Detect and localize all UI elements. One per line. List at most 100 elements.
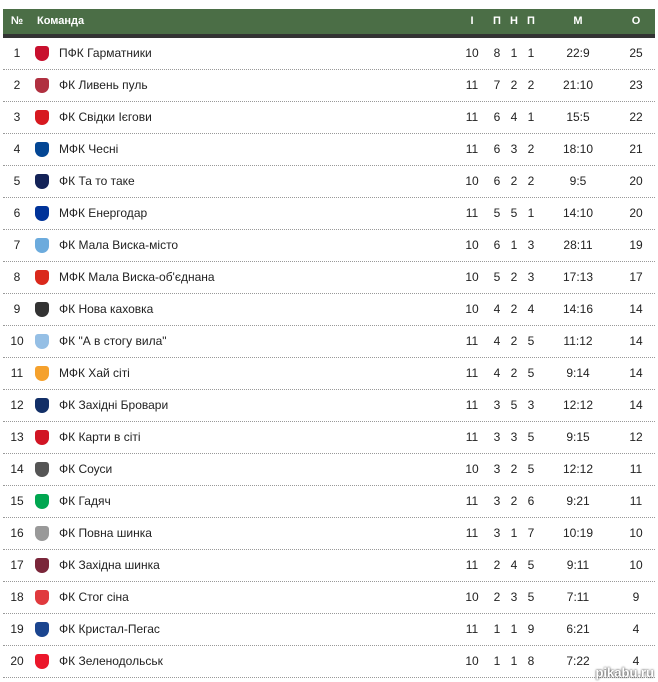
team-name-link[interactable]: ФК Зеленодольськ <box>59 654 163 668</box>
header-points: О <box>631 15 641 27</box>
team-name-link[interactable]: ФК Кристал-Пегас <box>59 622 160 636</box>
watermark: pikabu.ru <box>595 665 654 680</box>
position: 15 <box>10 494 24 508</box>
draws: 4 <box>510 110 518 124</box>
position: 6 <box>13 206 21 220</box>
team-crest-icon <box>35 366 49 381</box>
position: 20 <box>10 654 24 668</box>
team-crest-icon <box>35 110 49 125</box>
team-name-link[interactable]: ФК Стог сіна <box>59 590 129 604</box>
games: 10 <box>465 238 479 252</box>
points: 17 <box>629 270 643 284</box>
team-crest-icon <box>35 238 49 253</box>
position: 7 <box>13 238 21 252</box>
position: 18 <box>10 590 24 604</box>
games: 10 <box>465 270 479 284</box>
team-crest-icon <box>35 622 49 637</box>
losses: 4 <box>527 302 535 316</box>
team-name-link[interactable]: ФК Та то таке <box>59 174 135 188</box>
team-name-link[interactable]: ФК Свідки Ієгови <box>59 110 152 124</box>
goals: 21:10 <box>562 78 594 92</box>
goals: 22:9 <box>566 46 590 60</box>
table-row: 11 МФК Хай сіті 11 4 2 5 9:14 14 <box>3 358 655 390</box>
table-row: 20 ФК Зеленодольськ 10 1 1 8 7:22 4 <box>3 646 655 678</box>
points: 21 <box>629 142 643 156</box>
team-name-link[interactable]: ФК "А в стогу вила" <box>59 334 167 348</box>
points: 20 <box>629 206 643 220</box>
team-name-link[interactable]: ФК Повна шинка <box>59 526 152 540</box>
table-row: 5 ФК Та то таке 10 6 2 2 9:5 20 <box>3 166 655 198</box>
team-name-link[interactable]: ФК Нова каховка <box>59 302 154 316</box>
position: 3 <box>13 110 21 124</box>
wins: 3 <box>493 398 501 412</box>
goals: 12:12 <box>562 462 594 476</box>
team-name-link[interactable]: ФК Мала Виска-місто <box>59 238 179 252</box>
position: 12 <box>10 398 24 412</box>
losses: 1 <box>527 110 535 124</box>
team-crest-icon <box>35 142 49 157</box>
goals: 14:16 <box>562 302 594 316</box>
team-crest-icon <box>35 206 49 221</box>
games: 11 <box>465 78 479 92</box>
team-crest-icon <box>35 398 49 413</box>
team-name-link[interactable]: ФК Західна шинка <box>59 558 160 572</box>
table-row: 6 МФК Енергодар 11 5 5 1 14:10 20 <box>3 198 655 230</box>
points: 4 <box>632 654 640 668</box>
games: 11 <box>465 334 479 348</box>
draws: 3 <box>510 430 518 444</box>
position: 1 <box>13 46 21 60</box>
draws: 4 <box>510 558 518 572</box>
team-crest-icon <box>35 174 49 189</box>
wins: 8 <box>493 46 501 60</box>
games: 10 <box>465 462 479 476</box>
team-name-link[interactable]: МФК Хай сіті <box>59 366 130 380</box>
table-row: 16 ФК Повна шинка 11 3 1 7 10:19 10 <box>3 518 655 550</box>
draws: 5 <box>510 206 518 220</box>
losses: 2 <box>527 78 535 92</box>
position: 5 <box>13 174 21 188</box>
wins: 6 <box>493 142 501 156</box>
team-name-link[interactable]: ФК Гадяч <box>59 494 111 508</box>
draws: 2 <box>510 302 518 316</box>
losses: 5 <box>527 462 535 476</box>
losses: 6 <box>527 494 535 508</box>
team-name-link[interactable]: МФК Чесні <box>59 142 119 156</box>
table-row: 7 ФК Мала Виска-місто 10 6 1 3 28:11 19 <box>3 230 655 262</box>
goals: 9:5 <box>569 174 587 188</box>
position: 8 <box>13 270 21 284</box>
team-crest-icon <box>35 526 49 541</box>
wins: 3 <box>493 462 501 476</box>
wins: 2 <box>493 590 501 604</box>
losses: 5 <box>527 590 535 604</box>
wins: 5 <box>493 206 501 220</box>
losses: 3 <box>527 398 535 412</box>
team-name-link[interactable]: ФК Карти в сіті <box>59 430 141 444</box>
table-row: 13 ФК Карти в сіті 11 3 3 5 9:15 12 <box>3 422 655 454</box>
table-row: 14 ФК Соуси 10 3 2 5 12:12 11 <box>3 454 655 486</box>
team-crest-icon <box>35 462 49 477</box>
goals: 10:19 <box>562 526 594 540</box>
team-name-link[interactable]: ФК Західні Бровари <box>59 398 169 412</box>
points: 19 <box>629 238 643 252</box>
wins: 2 <box>493 558 501 572</box>
table-row: 2 ФК Ливень пуль 11 7 2 2 21:10 23 <box>3 70 655 102</box>
table-row: 10 ФК "А в стогу вила" 11 4 2 5 11:12 14 <box>3 326 655 358</box>
points: 14 <box>629 398 643 412</box>
goals: 9:11 <box>566 558 590 572</box>
header-draws: Н <box>510 15 518 27</box>
table-row: 15 ФК Гадяч 11 3 2 6 9:21 11 <box>3 486 655 518</box>
team-name-link[interactable]: ПФК Гарматники <box>59 46 152 60</box>
league-table: № Команда І П Н П М О 1 ПФК Гарматники 10 8… <box>3 9 655 678</box>
points: 12 <box>629 430 643 444</box>
goals: 18:10 <box>562 142 594 156</box>
table-row: 8 МФК Мала Виска-об'єднана 10 5 2 3 17:13 17 <box>3 262 655 294</box>
table-row: 17 ФК Західна шинка 11 2 4 5 9:11 10 <box>3 550 655 582</box>
draws: 2 <box>510 270 518 284</box>
team-name-link[interactable]: МФК Мала Виска-об'єднана <box>59 270 215 284</box>
points: 22 <box>629 110 643 124</box>
losses: 3 <box>527 270 535 284</box>
team-name-link[interactable]: ФК Соуси <box>59 462 113 476</box>
team-name-link[interactable]: МФК Енергодар <box>59 206 148 220</box>
goals: 9:21 <box>566 494 590 508</box>
team-name-link[interactable]: ФК Ливень пуль <box>59 78 148 92</box>
